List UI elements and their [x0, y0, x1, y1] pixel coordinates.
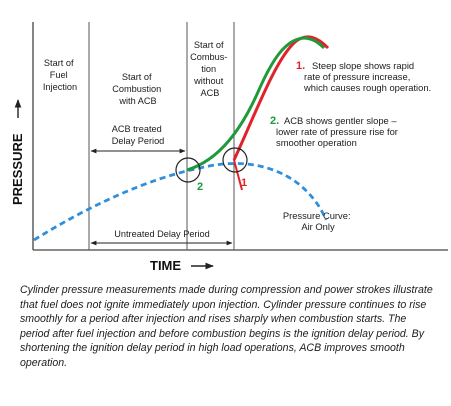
- curve-without-acb: [232, 35, 330, 161]
- x-axis-title: TIME: [150, 258, 181, 273]
- annotation-one-number: 1.: [296, 60, 305, 72]
- figure-caption: Cylinder pressure measurements made duri…: [20, 284, 433, 369]
- label-start-combustion-no-acb: Start of Combus- tion without ACB: [190, 40, 230, 98]
- y-axis-title: PRESSURE: [10, 133, 25, 205]
- annotation-two-number: 2.: [270, 115, 279, 127]
- pressure-curve-air-only: [33, 162, 328, 242]
- marker-one: 1: [241, 177, 247, 189]
- annotation-one-text: Steep slope shows rapid rate of pressure…: [303, 60, 431, 93]
- label-acb-treated-delay: ACB treated Delay Period: [112, 124, 165, 146]
- label-untreated-delay: Untreated Delay Period: [114, 229, 210, 239]
- combustion-start-marker-no-acb: [222, 147, 248, 173]
- combustion-start-marker-acb: [175, 157, 201, 183]
- annotation-two-text: ACB shows gentler slope – lower rate of …: [276, 115, 401, 148]
- label-start-combustion-acb: Start of Combustion with ACB: [112, 72, 164, 106]
- label-pressure-curve-air-only: Pressure Curve: Air Only: [283, 210, 353, 232]
- marker-two: 2: [197, 181, 203, 193]
- label-start-fuel-injection: Start of Fuel Injection: [43, 58, 77, 92]
- curve-without-acb-drop: [233, 159, 243, 191]
- curve-with-acb: [186, 36, 326, 172]
